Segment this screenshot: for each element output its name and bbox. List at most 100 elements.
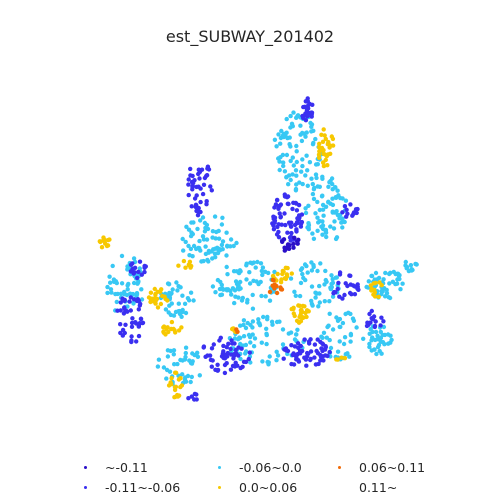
station-point: [278, 285, 283, 290]
station-point: [322, 299, 327, 304]
station-point: [286, 246, 292, 251]
station-point: [260, 272, 265, 278]
station-point: [285, 230, 290, 235]
station-point: [195, 354, 201, 359]
station-point: [295, 327, 300, 332]
legend-marker-0: [84, 465, 87, 469]
station-point: [225, 287, 231, 292]
station-point: [264, 341, 269, 347]
station-point: [130, 261, 135, 266]
station-point: [236, 287, 242, 292]
station-point: [373, 337, 378, 343]
station-point: [224, 345, 229, 350]
station-point: [125, 283, 130, 288]
station-point: [289, 361, 294, 367]
station-point: [200, 215, 206, 220]
station-point: [259, 340, 264, 345]
station-point: [220, 239, 226, 244]
station-point: [231, 356, 236, 361]
station-point: [248, 360, 253, 365]
station-point: [224, 361, 229, 366]
station-point: [247, 281, 253, 286]
station-point: [327, 337, 332, 343]
station-point: [247, 350, 252, 355]
station-point: [275, 271, 280, 277]
station-point: [293, 168, 299, 173]
station-point: [135, 281, 140, 286]
station-point: [292, 353, 298, 358]
station-point: [192, 178, 197, 183]
station-point: [279, 277, 284, 282]
station-point: [324, 153, 329, 159]
station-point: [183, 345, 189, 350]
station-point: [310, 303, 315, 308]
station-point: [320, 232, 325, 237]
station-point: [243, 349, 249, 354]
station-point: [304, 106, 310, 112]
station-point: [164, 367, 170, 373]
station-point: [155, 305, 161, 310]
station-point: [379, 288, 384, 294]
station-point: [166, 383, 172, 388]
legend-item-1: -0.11~-0.06: [78, 478, 180, 496]
station-point: [328, 345, 334, 351]
station-point: [397, 276, 402, 282]
station-point: [161, 330, 167, 335]
station-point: [136, 269, 141, 275]
station-point: [294, 208, 300, 213]
station-point: [345, 283, 350, 289]
station-point: [294, 173, 299, 178]
station-point: [323, 136, 328, 142]
station-point: [131, 271, 136, 276]
station-point: [340, 320, 346, 326]
station-point: [316, 155, 322, 160]
station-point: [180, 236, 185, 242]
station-point: [199, 167, 205, 172]
station-point: [186, 177, 191, 182]
station-point: [297, 314, 302, 320]
station-point: [179, 325, 184, 330]
station-point: [232, 364, 238, 369]
station-point: [379, 315, 384, 320]
station-point: [287, 243, 292, 248]
station-point: [367, 311, 372, 317]
legend-marker-1: [84, 485, 87, 489]
station-point: [218, 292, 223, 298]
station-point: [310, 102, 315, 108]
station-point: [323, 277, 328, 283]
station-point: [304, 153, 309, 158]
station-point: [175, 288, 180, 293]
station-point: [282, 347, 287, 352]
station-point: [317, 283, 322, 289]
legend-label-3: 0.0~0.06: [239, 479, 298, 495]
station-point: [248, 260, 253, 265]
station-point: [127, 299, 132, 304]
station-point: [201, 344, 207, 349]
station-point: [250, 306, 256, 311]
station-point: [354, 325, 359, 330]
station-point: [122, 305, 127, 310]
station-point: [388, 340, 393, 345]
station-point: [309, 129, 314, 134]
station-point: [311, 196, 317, 202]
station-point: [109, 290, 114, 295]
station-point: [274, 144, 279, 149]
station-point: [183, 310, 189, 316]
station-point: [308, 337, 313, 342]
station-point: [107, 237, 112, 242]
station-point: [367, 331, 372, 336]
station-point: [344, 214, 349, 219]
station-point: [310, 231, 315, 236]
station-point: [380, 340, 386, 345]
station-point: [192, 397, 197, 402]
station-point: [238, 341, 243, 347]
station-point: [364, 284, 369, 290]
station-point: [387, 281, 392, 286]
station-point: [286, 201, 291, 207]
station-point: [198, 186, 203, 191]
station-point: [290, 206, 295, 212]
station-point: [186, 396, 191, 401]
station-point: [269, 319, 275, 324]
station-point: [372, 323, 378, 329]
station-point: [202, 220, 208, 226]
